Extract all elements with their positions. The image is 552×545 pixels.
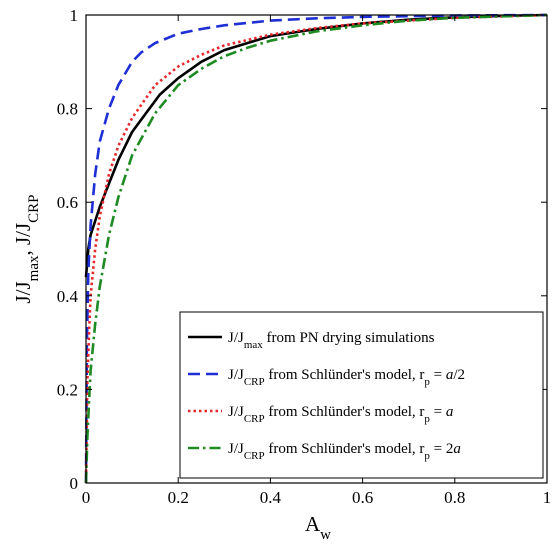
- y-tick-label: 1: [70, 6, 79, 25]
- series-line-2: [84, 13, 548, 484]
- x-tick-label: 0.8: [444, 488, 465, 507]
- legend-label-1: J/Jmax from PN drying simulations: [228, 330, 435, 351]
- legend-label-4: J/JCRP from Schlünder's model, rp = 2a: [228, 441, 461, 462]
- y-tick-label: 0: [70, 474, 79, 493]
- x-tick-label: 0.4: [260, 488, 282, 507]
- plot-area-frame: [85, 14, 548, 484]
- y-axis-title: J/Jmax, J/JCRP: [11, 194, 42, 303]
- y-tick-label: 0.4: [57, 287, 79, 306]
- legend-box: [179, 311, 544, 479]
- series-line-4: [84, 13, 548, 484]
- series-line-3: [84, 13, 548, 484]
- series-line-1: [84, 13, 548, 278]
- legend-label-3: J/JCRP from Schlünder's model, rp = a: [228, 404, 453, 425]
- series-layer: [84, 13, 548, 484]
- legend: J/Jmax from PN drying simulations J/JCRP …: [179, 311, 544, 479]
- legend-label-2: J/JCRP from Schlünder's model, rp = a/2: [228, 367, 465, 388]
- x-tick-label: 0.2: [168, 488, 189, 507]
- x-tick-label: 0.6: [352, 488, 373, 507]
- y-tick-label: 0.6: [57, 193, 78, 212]
- y-tick-label: 0.8: [57, 100, 78, 119]
- y-tick-label: 0.2: [57, 380, 78, 399]
- x-tick-label: 0: [82, 488, 91, 507]
- x-axis-title: Aw: [305, 512, 331, 543]
- x-tick-label: 1: [543, 488, 552, 507]
- axis-ticks: 0 0.2 0.4 0.6 0.8 1 0 0.2 0.4 0.6 0.8 1: [57, 6, 552, 507]
